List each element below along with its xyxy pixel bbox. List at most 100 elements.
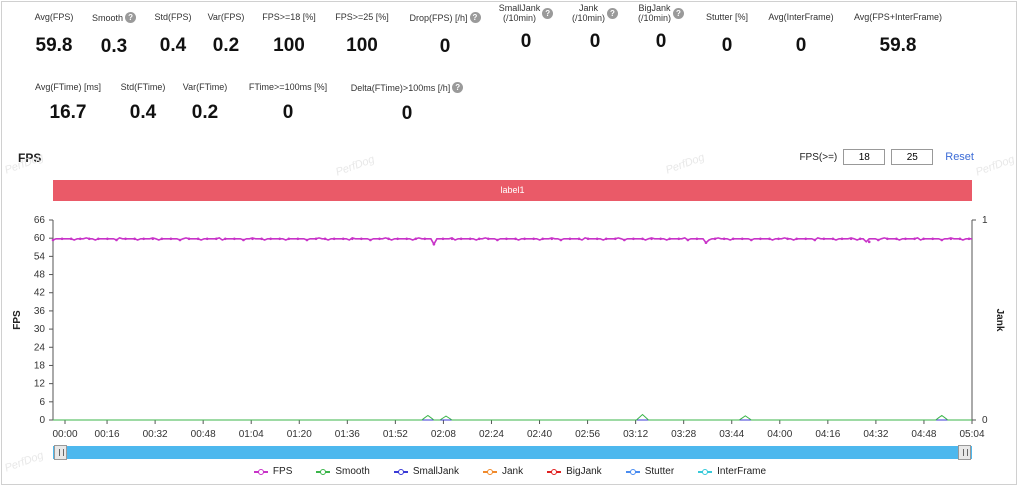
help-icon[interactable]: ?: [125, 12, 137, 23]
time-range-slider[interactable]: [53, 446, 972, 459]
x-tick-label: 02:56: [575, 429, 600, 440]
metric-value: 0: [439, 36, 451, 57]
fps-point: [613, 237, 617, 241]
legend-item-interframe[interactable]: InterFrame: [698, 466, 766, 477]
fps-point: [931, 237, 935, 241]
metric-value: 0: [401, 103, 413, 124]
x-tick-label: 01:20: [287, 429, 312, 440]
fps-point: [196, 237, 200, 241]
x-tick-label: 03:12: [623, 429, 648, 440]
metric-label-subtext: (/10min): [571, 13, 605, 23]
x-tick-label: 02:40: [527, 429, 552, 440]
chart-legend: FPS Smooth SmallJank Jank BigJank Stutter Inte…: [0, 466, 1020, 477]
legend-item-stutter[interactable]: Stutter: [625, 466, 675, 477]
slider-right-handle[interactable]: [958, 445, 971, 460]
metric-label-subtext: (/10min): [637, 13, 671, 23]
metric-label: Var(FPS): [166, 12, 286, 22]
fps-threshold-low-input[interactable]: [843, 149, 886, 165]
metric-label-text: Avg(FPS+InterFrame): [853, 12, 943, 22]
legend-item-fps[interactable]: FPS: [253, 466, 292, 477]
metric-2: Std(FPS) 0.4: [113, 12, 233, 57]
fps-point: [314, 237, 318, 241]
legend-label: BigJank: [566, 466, 602, 477]
x-tick-label: 02:08: [431, 429, 456, 440]
x-tick-label: 04:32: [863, 429, 888, 440]
fps-threshold-high-input[interactable]: [891, 149, 934, 165]
y-tick-label: 36: [34, 306, 46, 317]
fps-point: [287, 237, 291, 241]
fps-point: [242, 238, 245, 242]
legend-swatch: [482, 467, 497, 477]
metric-value: 100: [346, 35, 378, 56]
fps-point: [822, 237, 826, 241]
fps-point: [740, 237, 744, 241]
metric-value: 100: [273, 35, 305, 56]
y-tick-label: 42: [34, 288, 46, 299]
label-bar[interactable]: label1: [53, 180, 972, 201]
metric-label: Avg(FTime) [ms]: [8, 82, 128, 92]
metric-label: Std(FTime): [83, 82, 203, 92]
legend-label: Stutter: [644, 466, 675, 477]
help-icon[interactable]: ?: [469, 12, 481, 23]
fps-point: [867, 240, 871, 244]
metric-value: 0.2: [191, 102, 219, 123]
metric-label: Var(FTime): [145, 82, 265, 92]
fps-point: [97, 237, 100, 241]
metric-value: 0: [589, 31, 601, 52]
metric-label-text: Std(FTime): [120, 82, 166, 92]
legend-item-smooth[interactable]: Smooth: [316, 466, 370, 477]
legend-swatch: [625, 467, 640, 477]
metric-4: FPS>=18 [%] 100: [229, 12, 349, 57]
fps-point: [650, 237, 653, 241]
help-icon[interactable]: ?: [542, 7, 554, 19]
fps-threshold-label: FPS(>=): [799, 151, 838, 163]
fps-point: [278, 237, 282, 241]
x-tick-label: 01:52: [383, 429, 408, 440]
metric-label: Std(FPS): [113, 12, 233, 22]
fps-point: [532, 237, 535, 241]
metric-label-text: Drop(FPS) [/h]: [409, 12, 468, 23]
y-tick-label: 60: [34, 233, 46, 244]
help-icon[interactable]: ?: [607, 7, 618, 19]
metric-label-text: SmallJank: [498, 3, 541, 13]
x-tick-label: 04:00: [767, 429, 792, 440]
fps-point: [523, 237, 526, 241]
metric-label: Avg(InterFrame): [741, 12, 861, 22]
fps-point: [341, 237, 345, 241]
metric-label-text: Var(FTime): [182, 82, 228, 92]
metric-10: Stutter [%] 0: [667, 12, 787, 57]
fps-point: [378, 237, 381, 241]
fps-point: [750, 238, 753, 242]
fps-point: [169, 237, 173, 241]
legend-swatch: [393, 467, 408, 477]
legend-item-bigjank[interactable]: BigJank: [547, 466, 602, 477]
fps-point: [641, 237, 644, 241]
reset-button[interactable]: Reset: [945, 151, 974, 163]
y-tick-label: 54: [34, 251, 46, 262]
metric-3: Var(FPS) 0.2: [166, 12, 286, 57]
x-tick-label: 00:16: [95, 429, 120, 440]
metric-value: 0.2: [212, 35, 240, 56]
legend-label: Smooth: [335, 466, 370, 477]
metric-value: 0: [282, 102, 294, 123]
fps-point: [786, 237, 789, 241]
legend-item-smalljank[interactable]: SmallJank: [393, 466, 459, 477]
help-icon[interactable]: ?: [452, 82, 464, 93]
fps-point: [78, 237, 82, 241]
legend-swatch: [316, 467, 331, 477]
metric-value: 0: [795, 35, 807, 56]
legend-item-jank[interactable]: Jank: [482, 466, 523, 477]
legend-label: InterFrame: [717, 466, 767, 477]
fps-point: [922, 237, 925, 241]
fps-point: [269, 237, 272, 241]
fps-point: [160, 237, 164, 241]
fps-point: [886, 237, 889, 241]
help-icon[interactable]: ?: [673, 7, 684, 19]
fps-point: [360, 237, 363, 241]
y-tick-label: 24: [34, 342, 46, 353]
metric-value: 59.8: [879, 35, 917, 56]
y-tick-label: 30: [34, 324, 46, 335]
fps-point: [224, 237, 227, 241]
metric-label-subtext: (/10min): [502, 13, 536, 23]
slider-left-handle[interactable]: [54, 445, 67, 460]
